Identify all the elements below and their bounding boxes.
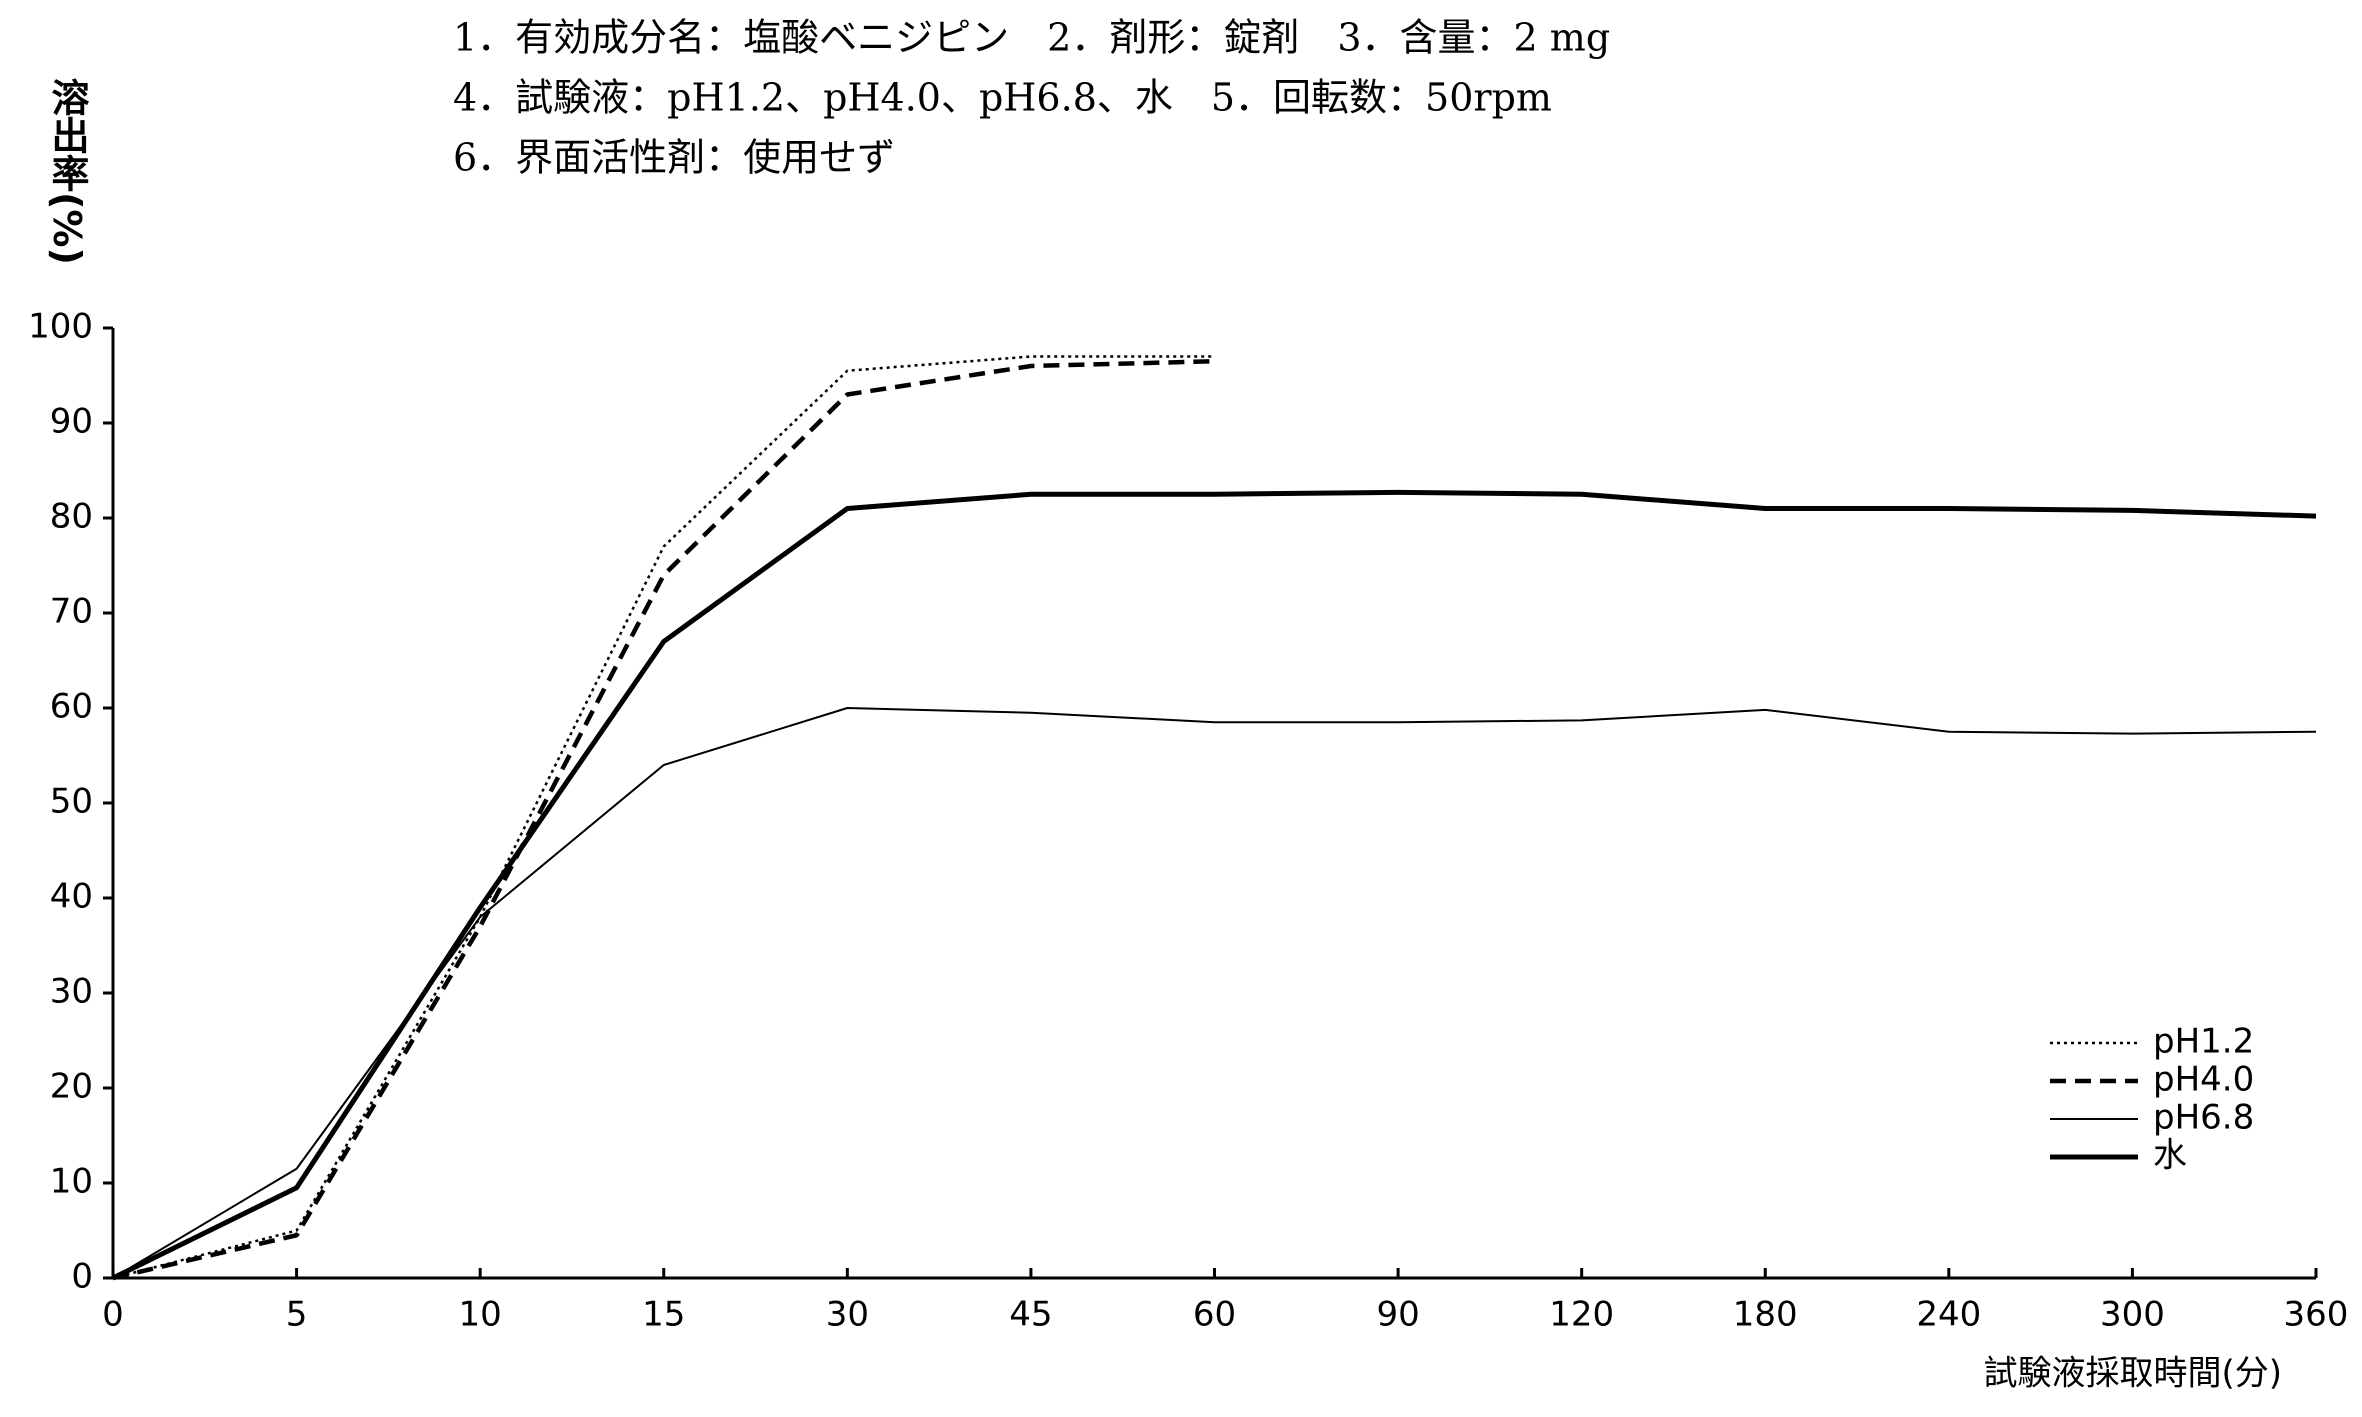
y-tick-label: 20 bbox=[50, 1067, 93, 1107]
header-line: 4．試験液：pH1.2、pH4.0、pH6.8、水 5．回転数：50rpm bbox=[453, 76, 1552, 120]
x-tick-label: 180 bbox=[1733, 1295, 1798, 1335]
x-tick-label: 30 bbox=[826, 1295, 869, 1335]
y-tick-label: 10 bbox=[50, 1162, 93, 1202]
x-tick-label: 90 bbox=[1376, 1295, 1419, 1335]
legend-label: pH6.8 bbox=[2153, 1098, 2254, 1138]
x-tick-label: 5 bbox=[286, 1295, 308, 1335]
y-tick-label: 30 bbox=[50, 972, 93, 1012]
header-line: 1．有効成分名：塩酸ベニジピン 2．剤形：錠剤 3．含量：2 mg bbox=[453, 16, 1610, 60]
x-tick-label: 300 bbox=[2100, 1295, 2165, 1335]
x-tick-label: 60 bbox=[1193, 1295, 1236, 1335]
legend-label: 水 bbox=[2153, 1136, 2187, 1176]
header-line: 6．界面活性剤：使用せず bbox=[453, 136, 895, 180]
x-tick-label: 120 bbox=[1549, 1295, 1614, 1335]
y-tick-label: 70 bbox=[50, 592, 93, 632]
x-tick-label: 0 bbox=[102, 1295, 124, 1335]
legend-label: pH1.2 bbox=[2153, 1022, 2254, 1062]
x-tick-label: 45 bbox=[1009, 1295, 1052, 1335]
x-tick-label: 360 bbox=[2284, 1295, 2349, 1335]
y-tick-label: 90 bbox=[50, 402, 93, 442]
y-tick-label: 60 bbox=[50, 687, 93, 727]
x-tick-label: 15 bbox=[642, 1295, 685, 1335]
y-tick-label: 40 bbox=[50, 877, 93, 917]
x-tick-label: 10 bbox=[459, 1295, 502, 1335]
x-tick-label: 240 bbox=[1916, 1295, 1981, 1335]
y-tick-label: 100 bbox=[28, 307, 93, 347]
x-axis-label: 試験液採取時間(分) bbox=[1983, 1354, 2282, 1394]
y-tick-label: 80 bbox=[50, 497, 93, 537]
y-tick-label: 0 bbox=[71, 1257, 93, 1297]
y-axis-label: 溶出率(%) bbox=[45, 78, 89, 265]
legend-label: pH4.0 bbox=[2153, 1060, 2254, 1100]
y-tick-label: 50 bbox=[50, 782, 93, 822]
data-line bbox=[112, 359, 1215, 1281]
data-line bbox=[112, 707, 2317, 1279]
data-line bbox=[112, 355, 1215, 1280]
data-line bbox=[111, 489, 2317, 1281]
